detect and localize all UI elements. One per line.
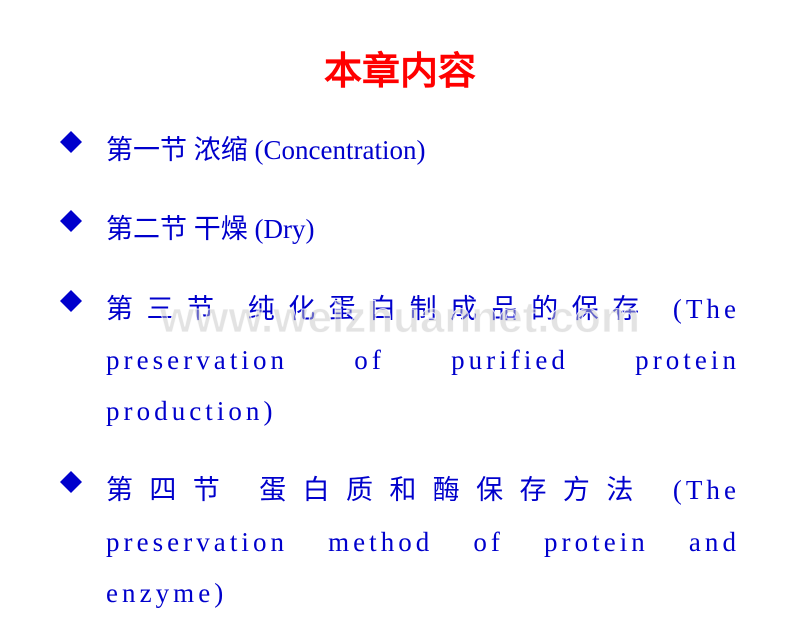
diamond-bullet-icon [60, 131, 82, 164]
diamond-bullet-icon [60, 290, 82, 323]
list-item: 第二节 干燥 (Dry) [60, 204, 740, 255]
slide-title: 本章内容 [60, 40, 740, 95]
list-item: 第三节 纯化蛋白制成品的保存 (The preservation of puri… [60, 284, 740, 438]
slide-container: 本章内容 第一节 浓缩 (Concentration) 第二节 干燥 (Dry) 第… [0, 0, 800, 600]
list-item-text: 第四节 蛋白质和酶保存方法 (The preservation method o… [106, 465, 740, 619]
diamond-bullet-icon [60, 471, 82, 504]
content-list: 第一节 浓缩 (Concentration) 第二节 干燥 (Dry) 第三节 纯化… [60, 125, 740, 619]
diamond-bullet-icon [60, 210, 82, 243]
list-item: 第一节 浓缩 (Concentration) [60, 125, 740, 176]
list-item-text: 第三节 纯化蛋白制成品的保存 (The preservation of puri… [106, 284, 740, 438]
list-item-text: 第一节 浓缩 (Concentration) [106, 125, 740, 176]
list-item-text: 第二节 干燥 (Dry) [106, 204, 740, 255]
list-item: 第四节 蛋白质和酶保存方法 (The preservation method o… [60, 465, 740, 619]
